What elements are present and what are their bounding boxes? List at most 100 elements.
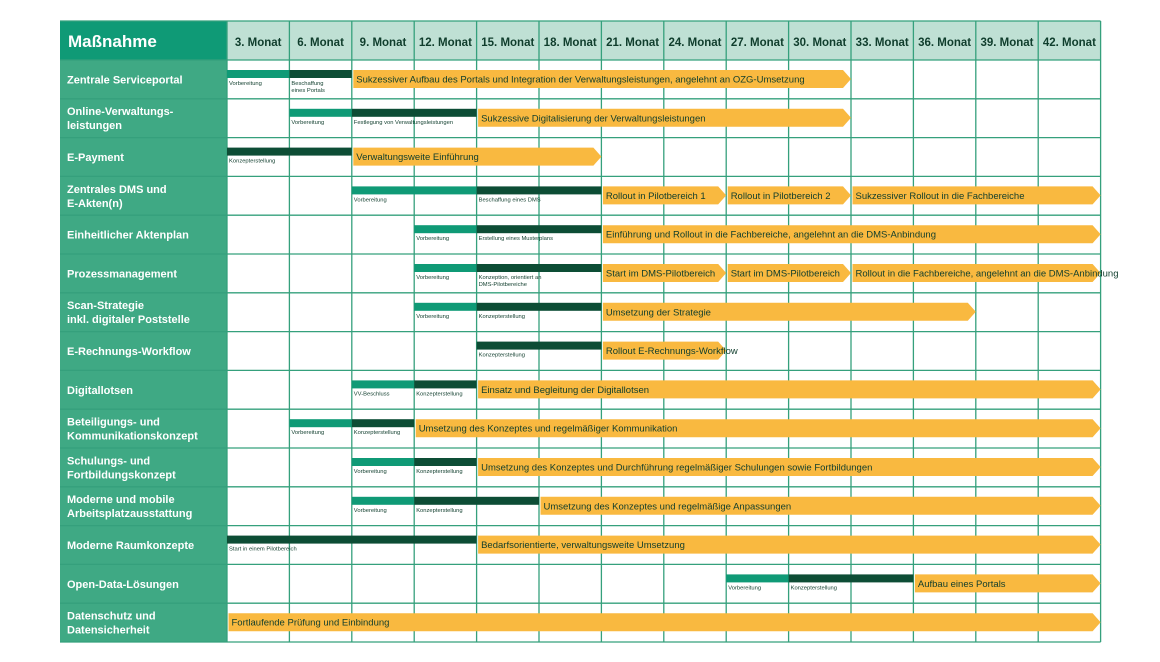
row-label: Zentrale Serviceportal (67, 74, 183, 86)
arrow-label: Umsetzung des Konzeptes und regelmäßiger… (419, 424, 678, 435)
month-label-3: 9. Monat (360, 37, 407, 49)
phase-label: Konzepterstellung (416, 508, 462, 514)
prep-bar (351, 380, 415, 389)
row-label: Digitallotsen (67, 385, 133, 397)
arrow-bar (602, 341, 727, 360)
month-label-2: 6. Monat (297, 37, 344, 49)
concept-bar (788, 574, 914, 583)
month-label-14: 42. Monat (1043, 37, 1096, 49)
concept-bar (227, 535, 477, 544)
arrow-label: Einführung und Rollout in die Fachbereic… (606, 230, 936, 241)
prep-bar (351, 496, 415, 505)
concept-bar (476, 302, 602, 311)
concept-bar (476, 264, 602, 272)
arrow-label: Sukzessive Digitalisierung der Verwaltun… (481, 113, 705, 124)
phase-label: Festlegung von Verwaltungsleistungen (354, 120, 453, 126)
row-label: Scan-Strategie (67, 300, 144, 312)
arrow-label: Bedarfsorientierte, verwaltungsweite Ums… (481, 540, 685, 551)
row-label: leistungen (67, 120, 122, 132)
title-cell (60, 21, 227, 60)
concept-bar (476, 225, 602, 234)
phase-label: Vorbereitung (416, 275, 449, 281)
phase-label: Vorbereitung (291, 430, 324, 436)
phase-label: Vorbereitung (354, 508, 387, 514)
month-label-12: 36. Monat (918, 37, 971, 49)
arrow-bar (602, 225, 1101, 244)
row-label: Datenschutz und (67, 611, 156, 623)
phase-label: Vorbereitung (291, 120, 324, 126)
row-label: Schulungs- und (67, 455, 150, 467)
month-label-11: 33. Monat (856, 37, 909, 49)
arrow-label: Rollout in die Fachbereiche, angelehnt a… (856, 269, 1119, 280)
row-label: inkl. digitaler Poststelle (67, 314, 190, 326)
phase-label: Beschaffung (291, 81, 323, 87)
row-label: Fortbildungskonzept (67, 469, 176, 481)
phase-label: Konzeption, orientiert an (479, 275, 542, 281)
arrow-bar (478, 458, 1101, 476)
month-label-1: 3. Monat (235, 37, 282, 49)
prep-bar (227, 70, 290, 78)
arrow-bar (727, 264, 851, 282)
prep-bar (414, 225, 477, 234)
arrow-label: Rollout in Pilotbereich 1 (606, 191, 706, 202)
arrow-bar (478, 535, 1101, 554)
concept-bar (351, 419, 415, 428)
arrow-label: Sukzessiver Aufbau des Portals und Integ… (356, 75, 804, 86)
arrow-label: Einsatz und Begleitung der Digitallotsen (481, 385, 649, 396)
phase-label: Vorbereitung (416, 314, 449, 320)
phase-label: Konzepterstellung (479, 353, 525, 359)
arrow-bar (478, 380, 1101, 399)
row-label: Beteiligungs- und (67, 417, 160, 429)
label-column (60, 60, 227, 642)
phase-label: Vorbereitung (416, 236, 449, 242)
concept-bar (351, 108, 477, 117)
arrow-bar (727, 186, 851, 205)
arrow-label: Rollout in Pilotbereich 2 (731, 191, 831, 202)
month-label-13: 39. Monat (980, 37, 1033, 49)
arrow-bar (602, 264, 727, 282)
month-label-4: 12. Monat (419, 37, 472, 49)
month-label-9: 27. Monat (731, 37, 784, 49)
arrow-bar (602, 186, 727, 205)
month-label-5: 15. Monat (481, 37, 534, 49)
month-label-7: 21. Monat (606, 37, 659, 49)
row-label: Prozessmanagement (67, 268, 177, 280)
concept-bar (227, 147, 352, 156)
row-label: Moderne Raumkonzepte (67, 540, 194, 552)
arrow-label: Umsetzung des Konzeptes und regelmäßige … (544, 501, 792, 512)
prep-bar (414, 264, 477, 272)
concept-bar (289, 70, 352, 78)
prep-bar (289, 108, 352, 117)
concept-bar (414, 380, 477, 389)
arrow-label: Start im DMS-Pilotbereich (606, 269, 715, 280)
row-label: E-Rechnungs-Workflow (67, 346, 191, 358)
row-label: E-Akten(n) (67, 198, 123, 210)
concept-bar (414, 496, 539, 505)
row-label: Moderne und mobile (67, 494, 175, 506)
arrow-bar (540, 496, 1101, 515)
phase-label: Konzepterstellung (416, 469, 462, 475)
phase-label: Konzepterstellung (791, 585, 837, 591)
prep-bar (726, 574, 789, 583)
row-label: Online-Verwaltungs- (67, 106, 174, 118)
row-label: Kommunikationskonzept (67, 431, 198, 443)
phase-label: Start in einem Pilotbereich (229, 547, 297, 553)
prep-bar (351, 186, 477, 195)
arrow-label: Umsetzung der Strategie (606, 307, 711, 318)
arrow-bar (415, 419, 1101, 438)
phase-label: Konzepterstellung (416, 391, 462, 397)
arrow-label: Umsetzung des Konzeptes und Durchführung… (481, 463, 872, 474)
row-label: E-Payment (67, 152, 124, 164)
arrow-bar (478, 108, 851, 127)
arrow-bar (914, 574, 1101, 593)
phase-label: DMS-Pilotbereiche (479, 282, 527, 288)
arrow-label: Rollout E-Rechnungs-Workflow (606, 346, 738, 357)
phase-label: Beschaffung eines DMS (479, 197, 541, 203)
row-label: Datensicherheit (67, 625, 150, 637)
phase-label: Erstellung eines Musterplans (479, 236, 554, 242)
phase-label: Vorbereitung (728, 585, 761, 591)
arrow-bar (852, 264, 1101, 282)
concept-bar (414, 458, 477, 466)
prep-bar (414, 302, 477, 311)
